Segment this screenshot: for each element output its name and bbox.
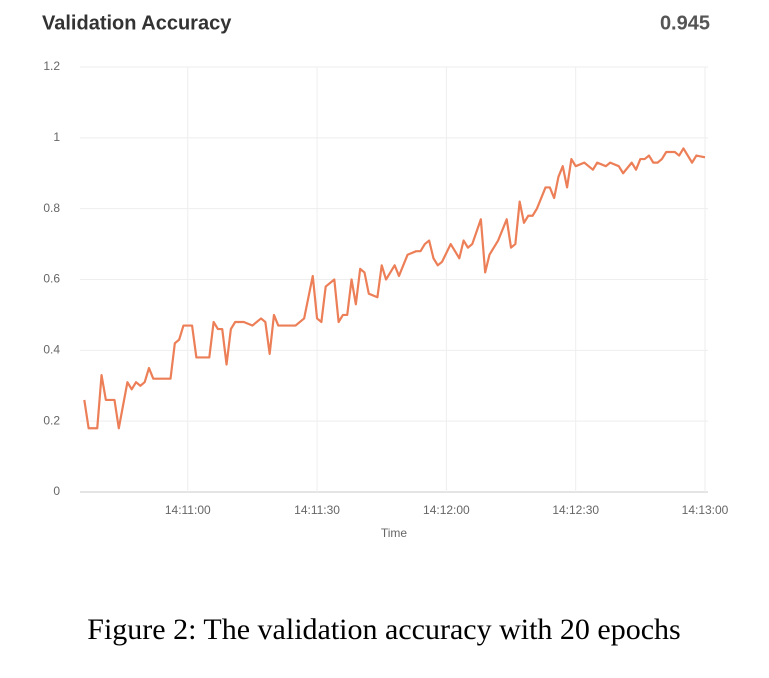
- y-tick-label: 0: [53, 484, 60, 498]
- y-tick-label: 1.2: [43, 59, 60, 73]
- x-tick-label: 14:13:00: [682, 503, 729, 517]
- current-value: 0.945: [660, 12, 710, 34]
- x-tick-label: 14:12:30: [552, 503, 599, 517]
- figure-caption: Figure 2: The validation accuracy with 2…: [87, 613, 680, 646]
- x-tick-label: 14:11:00: [165, 503, 211, 517]
- y-tick-label: 0.4: [43, 343, 60, 357]
- y-tick-label: 1: [53, 130, 60, 144]
- chart-title: Validation Accuracy: [42, 12, 232, 34]
- y-tick-label: 0.2: [43, 413, 60, 427]
- y-tick-label: 0.8: [43, 201, 60, 215]
- y-tick-label: 0.6: [43, 272, 60, 286]
- x-tick-label: 14:12:00: [423, 503, 470, 517]
- x-axis-label: Time: [381, 526, 408, 540]
- x-tick-label: 14:11:30: [294, 503, 340, 517]
- line-series: [83, 147, 706, 430]
